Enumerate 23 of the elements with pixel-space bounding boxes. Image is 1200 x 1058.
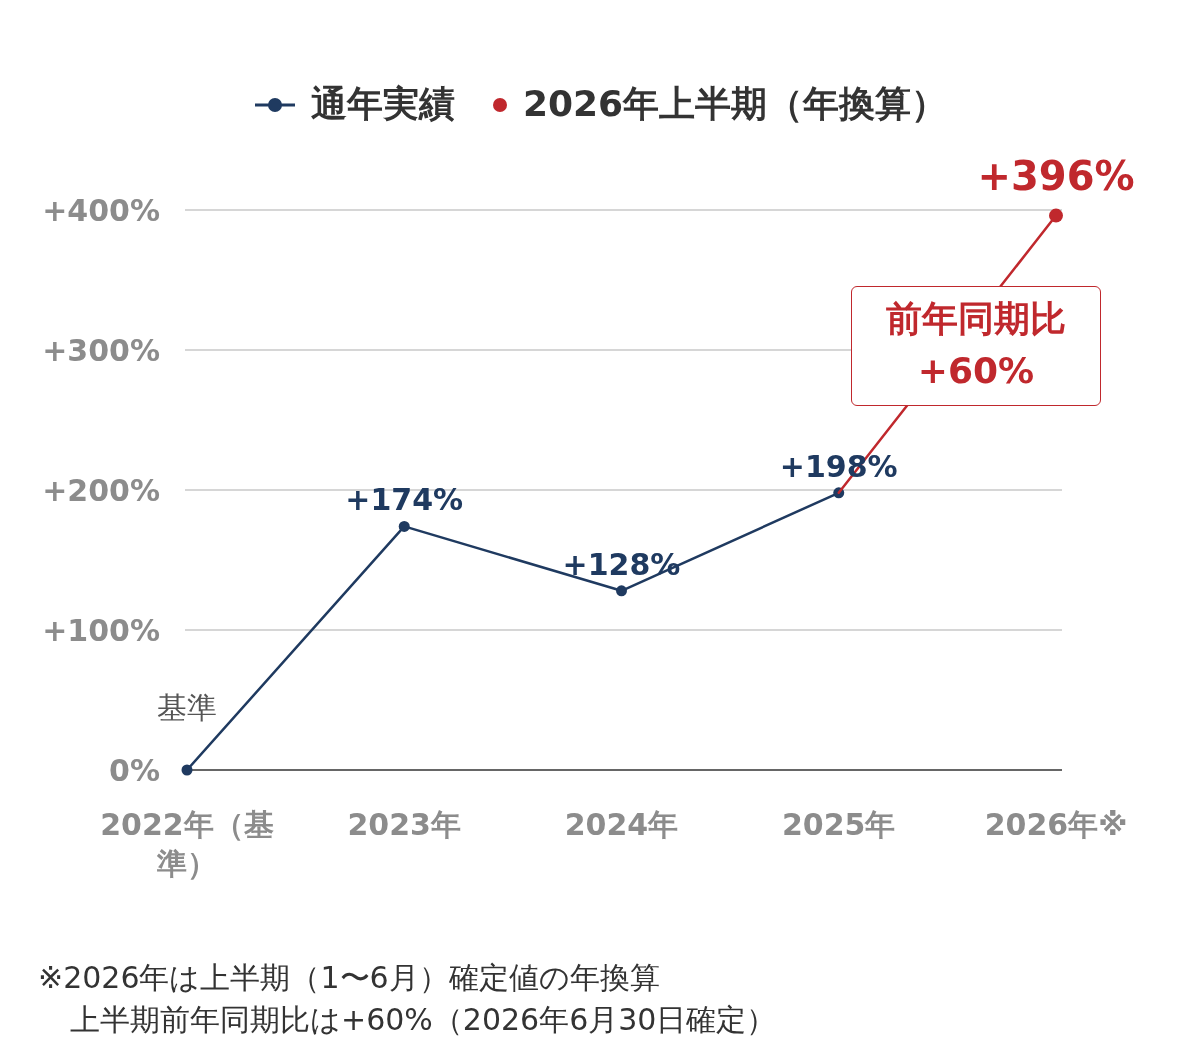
y-tick-label: +100% — [42, 612, 160, 648]
point — [1049, 208, 1063, 223]
point — [181, 764, 193, 776]
data-label: 基準 — [157, 688, 217, 727]
y-tick-label: +200% — [42, 472, 160, 508]
x-tick-label: 2022年（基準） — [99, 806, 275, 883]
x-tick-label: 2024年 — [563, 806, 680, 844]
y-tick-label: +400% — [42, 192, 160, 228]
x-tick-label: 2023年 — [346, 806, 462, 844]
text: ※2026年は上半期（1〜6月）確定値の年換算 — [38, 958, 660, 997]
legend-label: 通年実績 — [310, 82, 455, 126]
data-label: +174% — [345, 481, 464, 517]
point — [398, 520, 410, 532]
x-tick-label: 2026年※ — [983, 806, 1129, 844]
data-label: +128% — [562, 546, 681, 582]
data-label: +396% — [977, 152, 1135, 199]
text: 上半期前年同期比は+60%（2026年6月30日確定） — [70, 1000, 777, 1039]
annotation: 前年同期比 +60% — [851, 286, 1101, 406]
y-tick-label: +300% — [42, 332, 160, 368]
legend-label: 2026年上半期（年換算） — [522, 82, 948, 126]
y-tick-label: 0% — [109, 752, 160, 788]
point — [616, 585, 627, 597]
x-tick-label: 2025年 — [781, 806, 897, 844]
